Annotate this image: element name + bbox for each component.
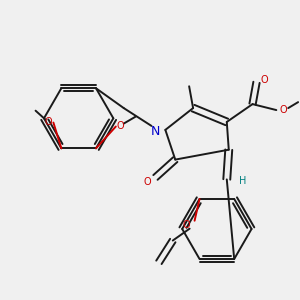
Text: N: N <box>151 125 160 138</box>
Text: O: O <box>144 177 151 188</box>
Text: H: H <box>239 176 246 186</box>
Text: O: O <box>117 121 124 130</box>
Text: O: O <box>45 117 52 127</box>
Text: O: O <box>183 220 190 230</box>
Text: O: O <box>261 75 268 85</box>
Text: O: O <box>279 105 287 115</box>
